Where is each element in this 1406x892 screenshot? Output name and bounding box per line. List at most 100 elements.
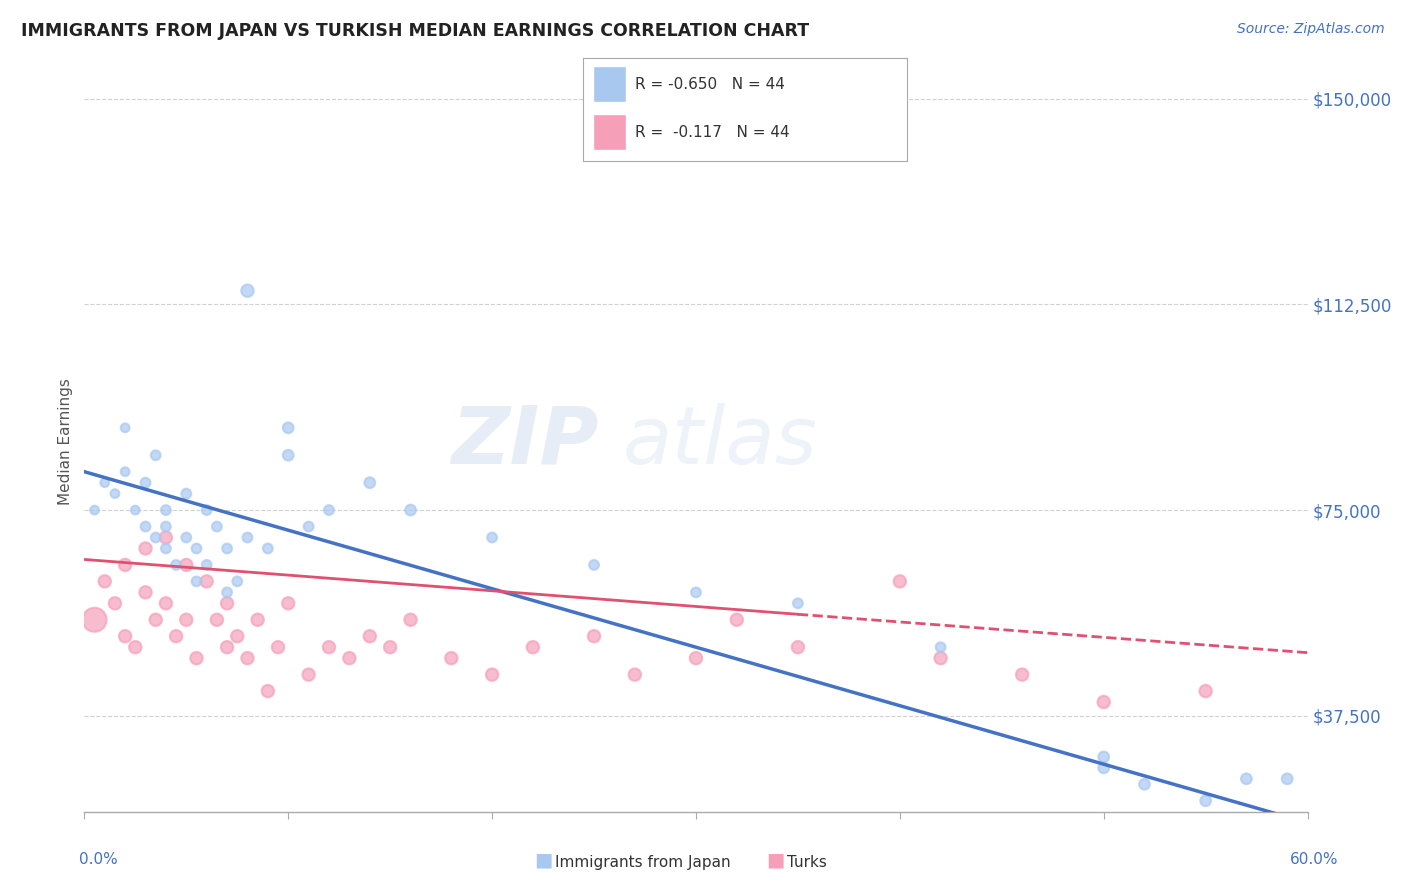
Point	[1195, 684, 1218, 698]
Point	[174, 613, 197, 627]
Point	[1092, 750, 1115, 764]
Point	[195, 558, 218, 572]
Point	[380, 640, 402, 655]
Text: ZIP: ZIP	[451, 402, 598, 481]
Point	[174, 486, 197, 500]
Point	[165, 558, 187, 572]
Point	[205, 519, 228, 533]
Point	[277, 421, 299, 435]
Point	[481, 667, 503, 681]
Point	[135, 475, 157, 490]
Point	[217, 541, 239, 556]
Point	[155, 531, 177, 545]
Point	[145, 613, 167, 627]
Point	[217, 596, 239, 610]
Point	[217, 640, 239, 655]
Point	[236, 284, 259, 298]
Point	[114, 629, 136, 643]
Point	[195, 503, 218, 517]
Point	[277, 448, 299, 462]
Text: R =  -0.117   N = 44: R = -0.117 N = 44	[636, 125, 790, 140]
Text: atlas: atlas	[623, 402, 817, 481]
Point	[267, 640, 290, 655]
Point	[1011, 667, 1033, 681]
Text: Source: ZipAtlas.com: Source: ZipAtlas.com	[1237, 22, 1385, 37]
Point	[205, 613, 228, 627]
Point	[624, 667, 647, 681]
Point	[135, 541, 157, 556]
Point	[145, 448, 167, 462]
Point	[83, 613, 105, 627]
Point	[889, 574, 911, 589]
Point	[114, 421, 136, 435]
Text: Immigrants from Japan: Immigrants from Japan	[555, 855, 731, 870]
Point	[685, 585, 707, 599]
Point	[277, 596, 299, 610]
Text: 0.0%: 0.0%	[79, 852, 118, 867]
Point	[359, 629, 381, 643]
Point	[155, 519, 177, 533]
Text: ■: ■	[534, 851, 553, 870]
Point	[174, 558, 197, 572]
Point	[114, 558, 136, 572]
Point	[236, 531, 259, 545]
Point	[1277, 772, 1299, 786]
Point	[522, 640, 544, 655]
Point	[93, 475, 115, 490]
Point	[359, 475, 381, 490]
Point	[257, 684, 280, 698]
Point	[165, 629, 187, 643]
Point	[145, 531, 167, 545]
Point	[1195, 794, 1218, 808]
Point	[787, 596, 810, 610]
Point	[186, 574, 208, 589]
Text: Turks: Turks	[787, 855, 827, 870]
Point	[1092, 761, 1115, 775]
Point	[124, 640, 146, 655]
FancyBboxPatch shape	[593, 114, 626, 150]
Point	[104, 486, 127, 500]
Point	[1092, 695, 1115, 709]
Point	[246, 613, 269, 627]
Point	[583, 629, 606, 643]
Text: ■: ■	[766, 851, 785, 870]
Point	[155, 596, 177, 610]
Point	[114, 465, 136, 479]
Point	[929, 640, 952, 655]
Point	[135, 519, 157, 533]
Text: IMMIGRANTS FROM JAPAN VS TURKISH MEDIAN EARNINGS CORRELATION CHART: IMMIGRANTS FROM JAPAN VS TURKISH MEDIAN …	[21, 22, 810, 40]
Point	[583, 558, 606, 572]
Point	[174, 531, 197, 545]
Text: 60.0%: 60.0%	[1291, 852, 1339, 867]
Point	[787, 640, 810, 655]
Text: R = -0.650   N = 44: R = -0.650 N = 44	[636, 77, 785, 92]
Point	[186, 541, 208, 556]
Point	[195, 574, 218, 589]
Point	[135, 585, 157, 599]
Point	[929, 651, 952, 665]
Point	[257, 541, 280, 556]
Point	[226, 574, 249, 589]
Point	[298, 519, 321, 533]
Point	[155, 503, 177, 517]
Point	[1236, 772, 1258, 786]
Point	[298, 667, 321, 681]
Point	[1133, 777, 1156, 791]
Point	[440, 651, 463, 665]
Point	[481, 531, 503, 545]
Point	[93, 574, 115, 589]
Point	[339, 651, 361, 665]
Point	[236, 651, 259, 665]
Point	[725, 613, 748, 627]
Point	[685, 651, 707, 665]
Y-axis label: Median Earnings: Median Earnings	[58, 378, 73, 505]
Point	[186, 651, 208, 665]
Point	[399, 503, 422, 517]
Point	[399, 613, 422, 627]
Point	[318, 503, 340, 517]
Point	[217, 585, 239, 599]
Point	[124, 503, 146, 517]
Point	[226, 629, 249, 643]
Point	[83, 503, 105, 517]
FancyBboxPatch shape	[593, 66, 626, 102]
